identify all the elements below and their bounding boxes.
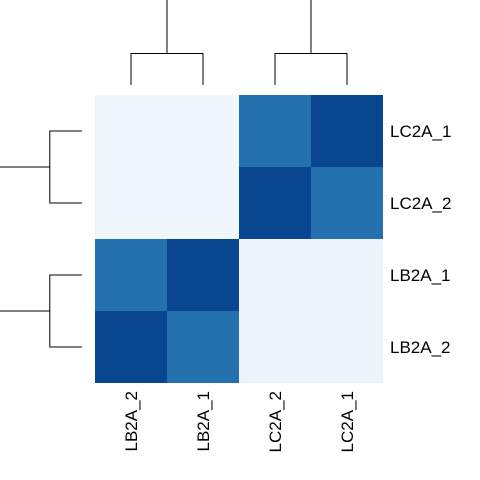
heatmap-cell-LC2A_2-LB2A_2 xyxy=(95,167,167,239)
top-dendrogram-branch-2 xyxy=(166,0,312,54)
heatmap-cell-LB2A_2-LC2A_1 xyxy=(311,311,383,383)
heatmap-cell-LC2A_2-LB2A_1 xyxy=(167,167,239,239)
row-dendrogram xyxy=(0,130,82,348)
left-dendrogram-branch-2 xyxy=(0,166,50,312)
heatmap-cell-LC2A_1-LB2A_1 xyxy=(167,95,239,167)
column-label-LB2A_2: LB2A_2 xyxy=(122,391,141,452)
left-dendrogram-branch-0 xyxy=(49,130,82,204)
heatmap-cell-LB2A_2-LB2A_2 xyxy=(95,311,167,383)
top-dendrogram-branch-0 xyxy=(130,53,204,85)
heatmap-cell-LC2A_2-LC2A_2 xyxy=(239,167,311,239)
heatmap-cell-LC2A_1-LB2A_2 xyxy=(95,95,167,167)
heatmap-cell-LB2A_1-LB2A_1 xyxy=(167,239,239,311)
row-label-LB2A_1: LB2A_1 xyxy=(390,266,451,285)
heatmap-cell-LB2A_1-LC2A_1 xyxy=(311,239,383,311)
row-label-group: LC2A_1 LC2A_2 LB2A_1 LB2A_2 xyxy=(390,122,451,357)
left-dendrogram-branch-1 xyxy=(49,274,82,348)
row-label-LC2A_1: LC2A_1 xyxy=(390,122,451,141)
heatmap-cell-LB2A_2-LC2A_2 xyxy=(239,311,311,383)
row-label-LB2A_2: LB2A_2 xyxy=(390,338,451,357)
column-label-group: LB2A_2 LB2A_1 LC2A_2 LC2A_1 xyxy=(122,391,357,452)
column-label-LC2A_2: LC2A_2 xyxy=(266,391,285,452)
heatmap-cell-LB2A_1-LC2A_2 xyxy=(239,239,311,311)
column-dendrogram xyxy=(130,0,348,85)
heatmap-cell-LC2A_2-LC2A_1 xyxy=(311,167,383,239)
column-label-LC2A_1: LC2A_1 xyxy=(338,391,357,452)
heatmap-cell-LC2A_1-LC2A_1 xyxy=(311,95,383,167)
heatmap-cell-LB2A_2-LB2A_1 xyxy=(167,311,239,383)
heatmap-cell-LC2A_1-LC2A_2 xyxy=(239,95,311,167)
column-label-LB2A_1: LB2A_1 xyxy=(194,391,213,452)
top-dendrogram-branch-1 xyxy=(274,53,348,85)
heatmap-cell-grid xyxy=(95,95,383,383)
row-label-LC2A_2: LC2A_2 xyxy=(390,194,451,213)
heatmap-cell-LB2A_1-LB2A_2 xyxy=(95,239,167,311)
